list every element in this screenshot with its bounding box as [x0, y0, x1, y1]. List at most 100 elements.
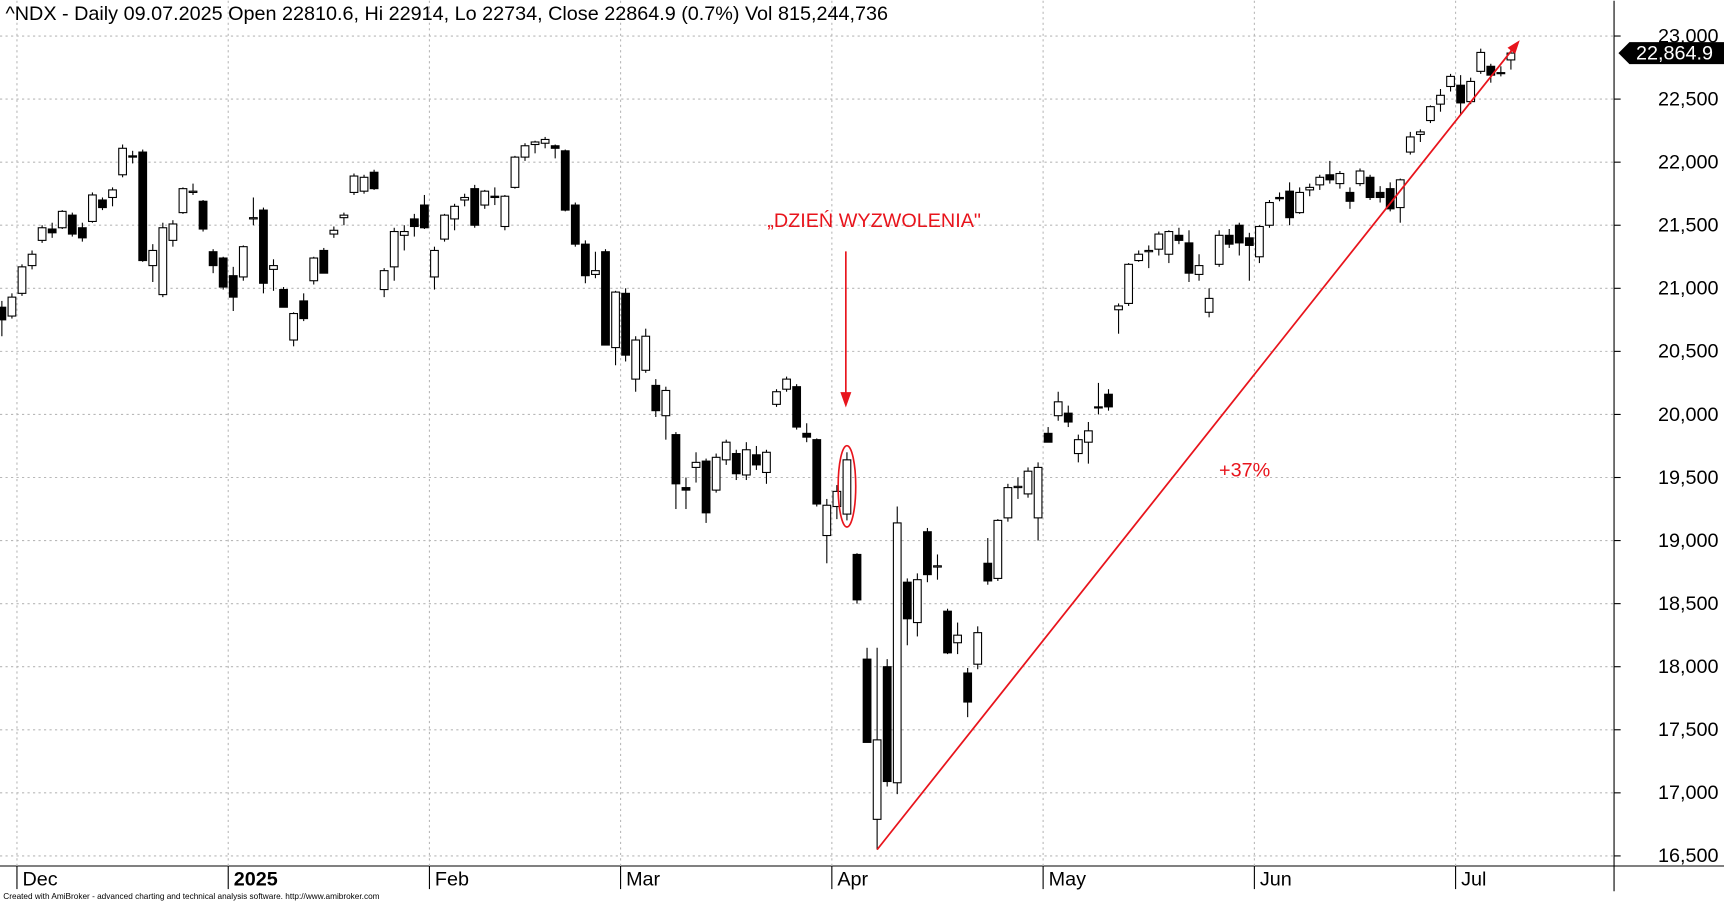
candle-body	[228, 275, 238, 298]
candle-body	[1083, 430, 1093, 443]
overlay: 22,864.9 „DZIEŃ WYZWOLENIA" +37%	[767, 40, 1724, 851]
candle-body	[1456, 84, 1466, 104]
candle-body	[339, 214, 349, 219]
candle-body	[158, 227, 168, 296]
candle-body	[1395, 179, 1405, 209]
candle-body	[671, 434, 681, 485]
candle-body	[621, 292, 631, 356]
candle-body	[1204, 297, 1214, 313]
candle-body	[1295, 191, 1305, 214]
candle-body	[912, 579, 922, 624]
candle-body	[269, 265, 278, 270]
candle-body	[0, 306, 7, 321]
candle-body	[651, 384, 661, 412]
candle-body	[1033, 466, 1043, 519]
candle-body	[1325, 174, 1335, 181]
last-price-label: 22,864.9	[1636, 42, 1713, 64]
candle-body	[711, 456, 721, 491]
candle-body	[1164, 230, 1174, 255]
candle-body	[812, 439, 822, 505]
candle-body	[248, 217, 258, 220]
candle-body	[1345, 191, 1355, 202]
candle-body	[1154, 233, 1164, 250]
x-tick-label: Dec	[22, 869, 57, 891]
candle-body	[1194, 265, 1204, 275]
candle-body	[1013, 485, 1023, 489]
candle-body	[1275, 196, 1284, 200]
candle-body	[1144, 249, 1154, 253]
candle-body	[379, 270, 389, 291]
candle-body	[1234, 224, 1244, 244]
candle-body	[319, 249, 329, 274]
candle-body	[993, 519, 1003, 579]
candle-body	[188, 190, 198, 193]
candle-body	[792, 386, 802, 428]
candle-body	[1043, 432, 1053, 443]
candle-body	[409, 218, 419, 228]
candle-body	[399, 230, 409, 236]
y-tick-label: 20,500	[1658, 341, 1719, 363]
candle-body	[802, 432, 812, 438]
candle-body	[530, 141, 540, 146]
candle-body	[520, 145, 530, 158]
candle-body	[741, 449, 751, 476]
candle-body	[591, 270, 600, 275]
candle-body	[1134, 253, 1144, 262]
candle-body	[1305, 186, 1315, 191]
candle-body	[1124, 263, 1134, 304]
trend-arrowhead	[1507, 40, 1520, 54]
candle-body	[681, 487, 691, 491]
candle-body	[973, 632, 983, 665]
y-tick-label: 18,500	[1658, 593, 1719, 615]
candle-body	[570, 204, 580, 245]
candle-body	[731, 452, 741, 475]
candle-body	[1003, 487, 1013, 519]
candle-body	[983, 562, 993, 582]
candle-body	[178, 188, 188, 214]
candle-body	[1285, 190, 1294, 219]
candle-body	[440, 214, 449, 240]
candle-body	[480, 190, 490, 206]
y-tick-label: 17,500	[1658, 719, 1719, 741]
candle-body	[208, 251, 218, 267]
candle-body	[329, 229, 339, 235]
last-price-tag	[1618, 42, 1724, 65]
candle-body	[963, 672, 973, 703]
candle-body	[309, 257, 319, 282]
candle-body	[7, 296, 17, 317]
candle-body	[108, 189, 117, 199]
candle-body	[1375, 191, 1385, 199]
candle-body	[128, 155, 138, 158]
x-tick-label: Jul	[1461, 869, 1486, 891]
candle-body	[299, 300, 309, 320]
candle-body	[1214, 234, 1224, 265]
candle-body	[1365, 176, 1375, 199]
candle-body	[1335, 172, 1345, 185]
chart-title: ^NDX - Daily 09.07.2025 Open 22810.6, Hi…	[5, 3, 887, 25]
candle-body	[77, 227, 87, 239]
candle-body	[1415, 131, 1425, 135]
y-tick-label: 21,500	[1658, 215, 1719, 237]
candle-body	[1265, 201, 1274, 226]
candle-body	[1496, 72, 1506, 75]
candle-body	[118, 147, 127, 176]
x-tick-label: Apr	[837, 869, 868, 891]
annotation-arrowhead	[840, 392, 852, 408]
candle-body	[259, 209, 268, 284]
candle-body	[782, 378, 791, 390]
candle-body	[1315, 176, 1325, 186]
candle-body	[17, 266, 27, 294]
y-tick-label: 19,000	[1658, 530, 1719, 552]
y-tick-label: 22,500	[1658, 88, 1719, 110]
candle-body	[1405, 136, 1415, 153]
candle-body	[37, 227, 47, 241]
candle-body	[450, 205, 459, 220]
candle-body	[762, 451, 771, 474]
candle-body	[842, 459, 852, 515]
candle-body	[1094, 406, 1103, 409]
candle-body	[691, 461, 701, 468]
candle-body	[1053, 401, 1063, 417]
candle-body	[601, 251, 610, 346]
